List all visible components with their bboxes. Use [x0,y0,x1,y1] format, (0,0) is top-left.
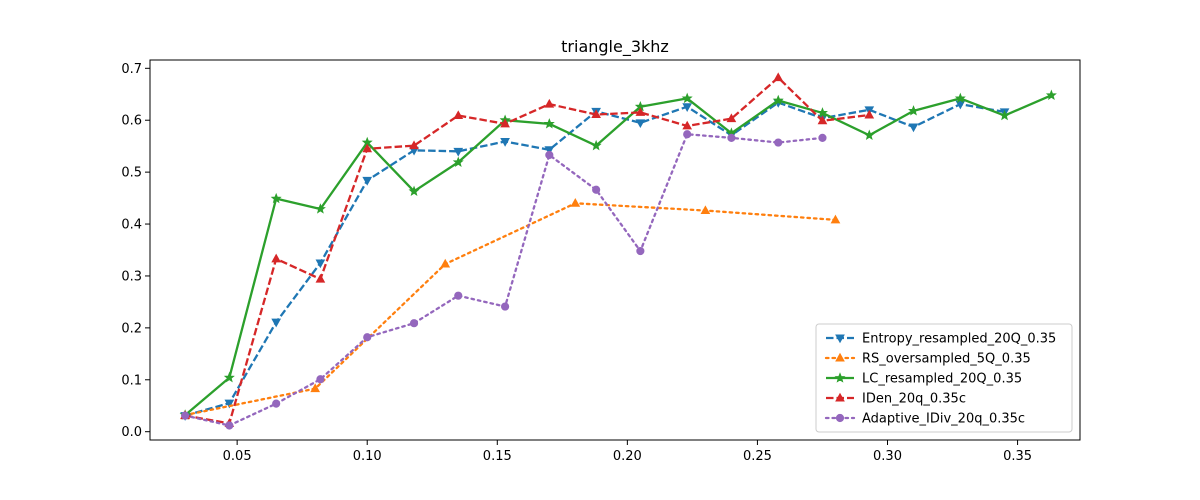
data-point [500,118,510,128]
data-point [681,92,693,104]
data-point [270,192,282,204]
legend-box [815,323,1073,433]
legend-label: LC_resampled_20Q_0.35 [862,372,1022,387]
y-tick-label: 0.3 [121,269,142,284]
legend-entry: Entropy_resampled_20Q_0.35 [826,332,1056,347]
data-point [409,319,419,328]
data-point [863,129,875,140]
x-tick-label: 0.30 [873,449,902,464]
legend-entry: Adaptive_IDiv_20q_0.35c [824,412,1025,427]
data-point [316,375,325,384]
y-tick-label: 0.7 [121,62,142,77]
data-point [818,133,827,142]
series-line [184,94,1052,416]
data-point [954,92,966,104]
data-point [315,259,326,269]
legend-marker [835,334,845,344]
data-point [408,185,420,197]
data-point [774,138,783,147]
legend-label: Entropy_resampled_20Q_0.35 [862,332,1056,347]
x-tick-label: 0.35 [1003,449,1032,464]
data-point [700,205,711,215]
data-point [453,147,464,157]
data-point [224,399,235,409]
data-point [500,302,510,311]
data-point [271,253,282,263]
legend-marker [835,413,845,423]
data-point [590,139,602,151]
data-point [635,107,646,116]
data-point [363,333,372,342]
data-point [223,371,235,383]
data-point [544,146,555,156]
y-tick-label: 0.1 [121,373,142,388]
legend: Entropy_resampled_20Q_0.35 RS_oversampled… [815,323,1073,433]
x-tick-label: 0.25 [743,449,772,464]
data-point [864,109,875,119]
data-point [999,109,1011,121]
legend-label: IDen_20q_0.35c [862,392,966,407]
data-point [570,198,581,207]
data-point [181,411,190,420]
legend-entry: RS_oversampled_5Q_0.35 [824,352,1031,367]
data-point [955,100,966,110]
x-tick-label: 0.15 [483,449,512,464]
data-point [816,107,828,118]
series-5 [181,130,827,430]
axes: 0.05 0.10 0.15 0.20 0.25 0.30 0.35 0.0 0.1 0.2 0.3… [121,62,1032,464]
x-tick-label: 0.10 [353,449,382,464]
y-tick-label: 0.2 [121,321,142,336]
plot-area [179,72,1057,430]
data-point [635,119,646,129]
data-point [682,103,693,112]
data-point [452,156,464,167]
data-point [908,105,920,116]
data-point [315,273,326,283]
legend-marker [835,352,845,362]
y-tick-label: 0.6 [121,114,142,129]
legend-marker [835,392,845,402]
data-point [773,72,784,82]
y-tick-label: 0.0 [121,425,142,440]
data-point [592,185,601,194]
axes-frame [149,59,1081,441]
data-point [310,383,321,393]
legend-label: Adaptive_IDiv_20q_0.35c [862,412,1025,427]
data-point [225,421,234,430]
data-point [591,109,601,119]
data-point [362,143,373,153]
data-point [682,120,693,130]
data-point [500,138,510,147]
legend-marker [834,372,846,383]
x-tick-label: 0.20 [613,449,642,464]
data-point [908,123,919,133]
data-point [543,118,555,129]
data-point [314,203,326,214]
y-tick-label: 0.4 [121,218,142,233]
data-point [440,258,451,268]
legend-entry: IDen_20q_0.35c [826,392,966,407]
data-point [409,140,419,150]
data-point [636,246,645,256]
data-point [544,98,555,108]
data-point [830,214,841,224]
data-point [454,291,463,300]
x-tick-label: 0.05 [223,449,252,464]
legend-entry: LC_resampled_20Q_0.35 [826,372,1022,387]
data-point [362,176,373,186]
data-point [726,113,737,123]
data-point [683,130,692,139]
y-tick-label: 0.5 [121,166,142,181]
data-point [272,399,281,408]
data-point [772,94,784,106]
data-point [271,318,282,328]
legend-label: RS_oversampled_5Q_0.35 [862,352,1031,367]
chart-title: triangle_3khz [561,37,669,57]
data-point [453,110,464,120]
data-point [727,133,736,142]
data-point [1045,89,1057,100]
data-point [817,115,828,125]
data-point [545,150,554,160]
